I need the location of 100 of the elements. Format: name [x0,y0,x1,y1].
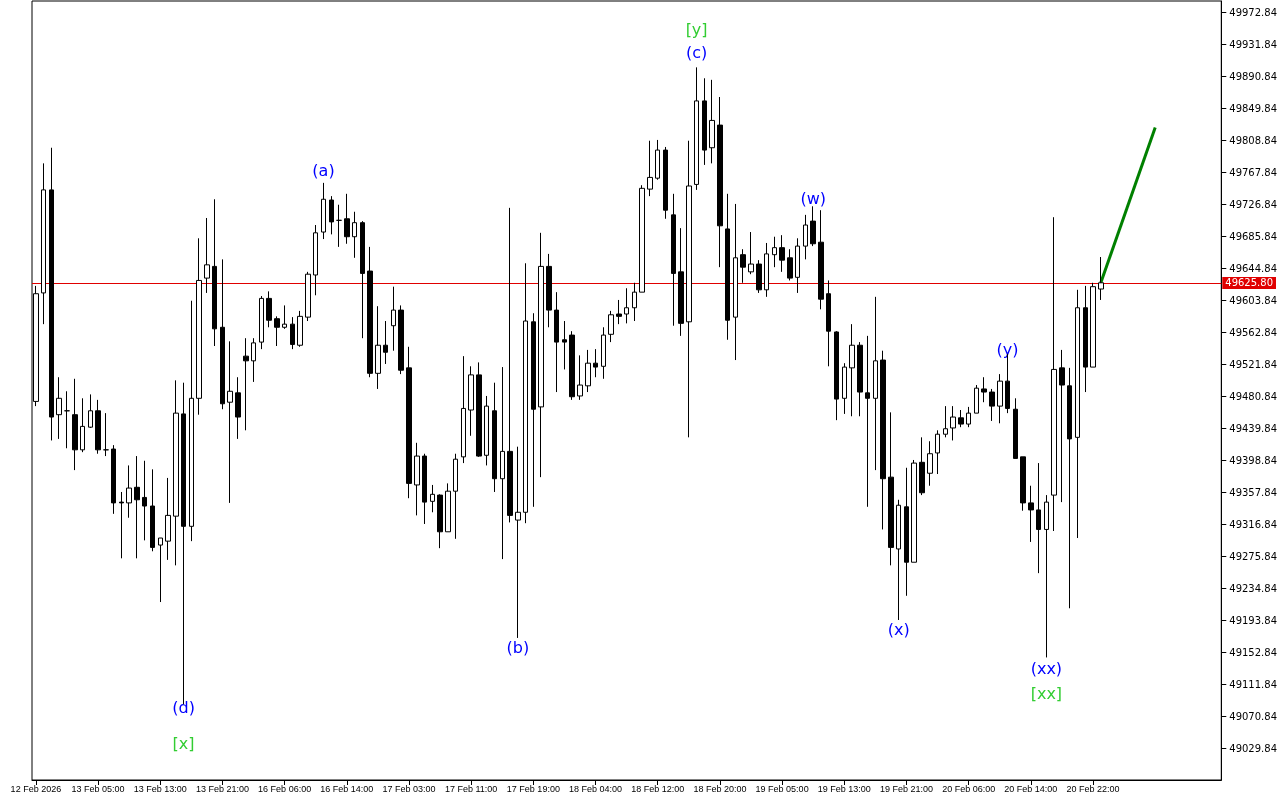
candlestick [49,147,54,441]
y-tick-label: 49644.84 [1229,262,1277,274]
x-tick-label: 20 Feb 06:00 [942,783,996,794]
candlestick [756,259,762,294]
candlestick [632,282,637,322]
candlestick [158,537,163,603]
x-tick-label: 17 Feb 19:00 [506,783,560,794]
y-tick-label: 49111.84 [1229,678,1277,690]
y-tick-label: 49562.84 [1229,326,1277,338]
candlestick [772,236,777,268]
y-tick-label: 49029.84 [1229,742,1277,754]
candlestick [911,459,917,563]
x-tick-label: 19 Feb 05:00 [755,783,809,794]
candlestick [430,484,435,513]
candlestick [943,405,948,438]
y-tick-label: 49398.84 [1229,454,1277,466]
candlestick [849,323,855,417]
candlestick [367,246,373,378]
candlestick [779,234,785,273]
candlestick [803,214,808,260]
candlestick [235,376,241,440]
candlestick [655,139,660,181]
y-tick-label: 49152.84 [1229,646,1277,658]
annotation: (xx) [1030,658,1063,678]
candlestick [678,227,684,337]
candlestick [873,296,878,471]
candlestick [103,412,109,457]
candlestick [142,460,147,541]
candlestick [88,393,93,429]
x-tick-label: 19 Feb 13:00 [817,783,871,794]
candlestick [189,300,194,542]
candlestick [981,376,987,403]
annotation: [x] [172,733,195,753]
candlestick [150,468,155,552]
candlestick [748,231,754,275]
candlestick [546,253,552,328]
y-tick-label: 49521.84 [1229,358,1277,370]
candlestick [111,444,116,515]
candlestick [173,379,179,566]
candlestick [476,361,482,458]
candlestick [1020,456,1026,512]
candlestick [702,77,707,166]
candlestick [608,310,614,343]
annotation: (y) [996,340,1019,360]
candlestick [523,262,528,524]
candlestick [896,499,901,621]
candlestick [795,237,800,294]
candlestick [56,376,62,440]
annotation: [xx] [1030,683,1063,703]
candlestick [134,455,140,559]
candlestick [220,258,225,410]
candlestick [966,406,971,428]
candlestick [484,395,489,466]
candlestick [515,446,521,639]
candlestick [1067,367,1072,609]
candlestick [663,146,668,220]
annotation: (a) [312,161,335,181]
candlestick [725,193,730,341]
candlestick [313,224,318,296]
candlestick [1083,285,1088,393]
candlestick [834,330,839,421]
candlestick [165,477,171,561]
x-tick-label: 17 Feb 11:00 [444,783,498,794]
candlestick [507,207,513,523]
annotation: (b) [506,638,530,658]
candlestick [383,320,388,365]
y-tick-label: 49726.84 [1229,198,1277,210]
candlestick [305,271,311,322]
candlestick [997,373,1003,424]
y-tick-label: 49070.84 [1229,710,1277,722]
candlestick [639,184,645,293]
candlestick [740,248,746,284]
candlestick [227,340,233,504]
candlestick [764,242,769,298]
candlestick [1059,349,1065,503]
candlestick [562,320,567,370]
candlestick [360,220,365,339]
candlestick [531,312,536,508]
candlestick [461,355,466,464]
candlestick [437,493,443,549]
candlestick [414,442,420,516]
annotation: (c) [685,42,708,62]
candlestick [1028,485,1034,543]
x-tick-label: 12 Feb 2026 [10,783,62,794]
annotation: (d) [172,697,195,717]
candlestick [585,349,591,393]
y-tick-label: 49234.84 [1229,582,1277,594]
x-tick-label: 16 Feb 06:00 [258,783,312,794]
candlestick [445,482,451,533]
candlestick [616,299,622,325]
y-tick-label: 49890.84 [1229,70,1277,82]
candlestick [80,397,85,453]
candlestick [329,195,334,235]
candlestick [880,350,886,530]
candlestick [601,326,606,380]
candlestick [842,362,847,415]
candlestick [64,390,70,449]
candlestick [935,429,940,475]
candlestick [259,295,264,350]
candlestick [694,66,699,191]
